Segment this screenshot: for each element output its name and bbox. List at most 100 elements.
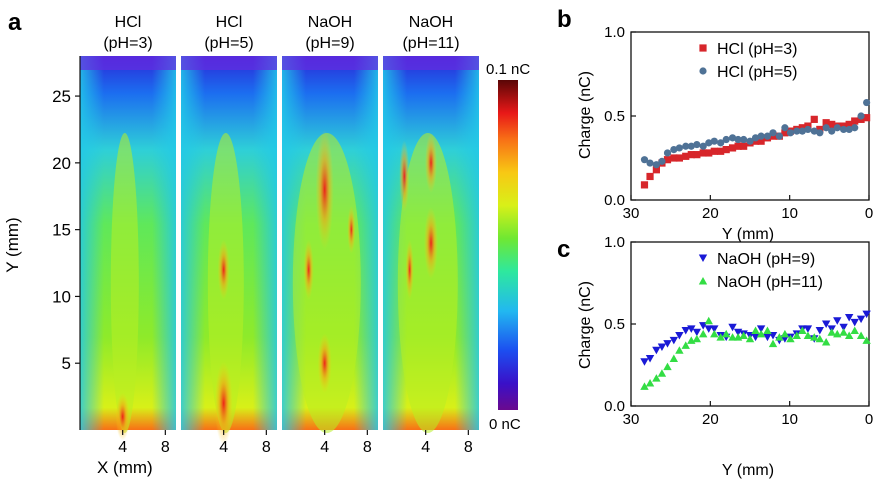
c1-series-0-point-20 [756,325,766,333]
y-tick-label-4: 25 [52,87,71,106]
c1-series-1-point-3 [657,369,667,377]
c1-series-0-point-1 [645,354,655,363]
c0-series-1-point-7 [682,142,690,150]
x-tick-label-0-1: 8 [161,439,170,456]
c0-series-0-point-1 [646,172,654,181]
heatmap-hotspot-1-0 [214,361,233,446]
heatmap-hotspot-2-0 [315,129,334,250]
c1-series-0-point-36 [850,318,859,327]
c1-series-1-point-24 [780,329,790,338]
c1-x-tick-label-3: 0 [865,411,873,428]
c1-y-tick-label-1: 0.5 [604,316,625,333]
c0-x-tick-label-2: 10 [781,205,798,222]
c0-series-1-point-2 [652,161,660,169]
c1-y-tick-label-2: 1.0 [604,234,625,251]
c0-series-1-point-3 [658,157,666,165]
c1-series-1-point-11 [704,316,713,325]
c1-series-0-point-33 [833,317,842,325]
c1-series-0-point-35 [844,313,854,322]
c1-series-1-point-34 [839,328,848,336]
c0-series-1-point-13 [717,139,725,147]
c1-y-tick-label-0: 0.0 [604,398,625,415]
c0-x-tick-label-1: 20 [702,205,719,222]
c0-series-1-point-36 [851,124,859,132]
c1-series-1-point-18 [745,334,755,343]
c1-series-1-point-32 [827,328,836,336]
c0-series-1-point-11 [705,139,713,147]
c0-x-tick-label-0: 30 [623,205,640,222]
c1-series-1-point-0 [640,382,649,390]
panel-label-c: c [557,236,570,263]
colorbar-min-label: 0 nC [489,416,521,433]
x-tick-label-3-0: 4 [421,439,430,456]
colorbar [498,80,518,410]
c0-series-1-point-25 [786,129,795,137]
c0-series-1-point-18 [746,137,754,145]
heatmap-title-line2-2: (pH=9) [305,35,354,52]
heatmap-hotspot-1-1 [217,239,230,300]
c0-series-1-point-24 [781,124,789,132]
c0-series-0-point-6 [675,154,683,162]
c0-series-1-point-29 [810,127,818,135]
c0-series-1-point-28 [804,125,812,134]
heatmap-hotspot-2-2 [303,239,314,300]
heatmap-top-band-2 [282,56,378,70]
c1-series-1-point-29 [810,333,819,341]
c0-series-0-point-15 [728,144,737,152]
c1-legend-marker-1 [698,277,708,285]
y-tick-label-2: 15 [52,221,71,240]
c1-series-0-point-11 [704,325,713,333]
panel-label-b: b [557,6,572,33]
c1-series-1-point-36 [850,326,859,335]
c0-series-0-point-24 [781,129,789,137]
c1-series-1-point-38 [862,336,871,344]
heatmap-title-line1-2: NaOH [308,14,352,31]
panel-b-y-axis-label: Charge (nC) [577,71,594,159]
c1-series-1-point-31 [821,338,831,346]
heatmap-titles: HCl (pH=3) HCl (pH=5) NaOH (pH=9) NaOH (pH=11) [103,14,459,52]
panel-a-heatmaps: HCl(pH=3)HCl(pH=5)NaOH(pH=9)NaOH(pH=11) … [3,14,530,477]
heatmap-hotspot-2-1 [317,333,332,394]
c1-series-1-point-25 [786,334,795,343]
heatmap-core-3 [397,133,458,433]
c0-series-0-point-0 [640,181,649,189]
c0-series-0-point-29 [810,115,818,123]
c0-series-1-point-38 [863,98,871,107]
c1-series-1-point-33 [833,329,842,338]
c1-series-1-point-15 [728,333,737,341]
c0-series-1-point-31 [822,124,830,132]
c1-series-0-point-6 [675,331,684,340]
heatmap-title-line1-1: HCl [216,14,243,31]
heatmap-core-0 [110,133,139,433]
c1-x-tick-label-2: 10 [781,411,798,428]
c0-legend-label-1: HCl (pH=5) [717,64,797,81]
c0-series-1-point-17 [740,135,748,144]
c1-series-1-point-5 [669,354,679,362]
c0-series-0-point-16 [734,142,742,150]
heatmap-title-line2-1: (pH=5) [204,35,253,52]
c1-series-1-point-17 [739,331,748,339]
heatmap-hotspot-0-0 [115,392,130,441]
c1-series-0-point-0 [640,358,649,366]
c1-series-1-point-21 [763,326,772,335]
c0-series-1-point-5 [670,146,678,154]
c1-series-1-point-14 [722,329,731,338]
heatmap-title-line1-0: HCl [115,14,142,31]
c0-y-tick-label-2: 1.0 [604,24,625,41]
heatmap-hotspot-3-0 [424,207,438,279]
c0-series-1-point-19 [751,134,760,142]
c1-series-0-point-19 [751,333,760,342]
c1-series-0-point-8 [687,325,696,333]
c0-series-1-point-30 [816,129,824,137]
c0-series-1-point-22 [769,129,777,137]
c1-series-0-point-5 [669,336,679,345]
c0-series-1-point-23 [775,132,783,140]
c1-series-1-point-27 [798,326,807,335]
panel-a-x-axis-label: X (mm) [97,458,153,477]
c0-series-0-point-14 [722,146,730,154]
c0-series-1-point-12 [710,137,718,145]
heatmap-hotspot-3-3 [405,239,414,300]
c1-series-0-point-3 [657,343,667,351]
x-tick-label-1-0: 4 [219,439,228,456]
